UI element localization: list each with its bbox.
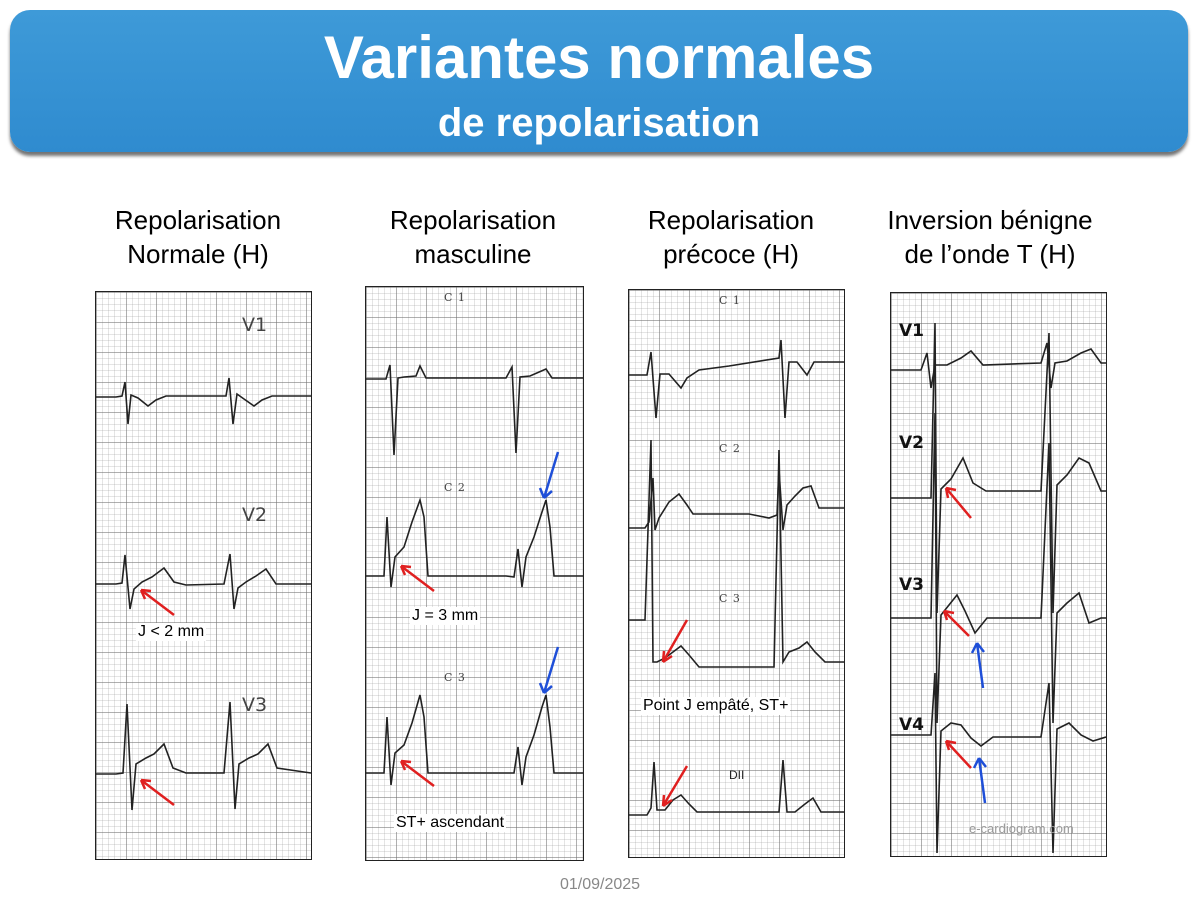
ecg-traces-normal	[96, 377, 311, 811]
ecg-trace-c3	[629, 439, 844, 668]
lead-label: C 1	[444, 291, 466, 304]
ecg-trace-v4	[891, 672, 1106, 854]
ecg-trace-v2	[96, 553, 311, 610]
ecg-trace-v1	[891, 342, 1106, 389]
ecg-traces-precoce	[629, 339, 844, 816]
ecg-traces-inversion	[891, 322, 1106, 854]
title-line-1: Variantes normales	[323, 24, 875, 91]
annotation-j-point: J < 2 mm	[136, 623, 207, 641]
heading-line: Repolarisation	[114, 205, 282, 235]
column-heading-inversion: Inversion bénigne de l’onde T (H)	[865, 203, 1115, 271]
heading-line: masculine	[414, 239, 532, 269]
lead-label: C 2	[719, 442, 741, 455]
lead-label: C 3	[719, 592, 741, 605]
footer-date: 01/09/2025	[559, 876, 641, 893]
lead-label: V1	[242, 314, 268, 336]
red-arrow	[139, 588, 175, 616]
ecg-panel-inversion: V1 V2 V3 V4 e-cardiogram.com	[890, 292, 1107, 857]
blue-arrow	[538, 451, 560, 499]
annotation-j-point: Point J empâté, ST+	[641, 697, 791, 715]
heading-line: Repolarisation	[389, 205, 557, 235]
blue-arrow	[970, 642, 985, 689]
lead-label: C 1	[719, 294, 741, 307]
red-arrow	[661, 619, 689, 664]
ecg-trace-c2	[366, 497, 583, 588]
heading-line: précoce (H)	[663, 239, 799, 269]
column-heading-precoce: Repolarisation précoce (H)	[606, 203, 856, 271]
red-arrow	[399, 564, 435, 592]
ecg-trace-v3	[96, 701, 311, 811]
red-arrow	[942, 609, 970, 637]
column-heading-masculine: Repolarisation masculine	[348, 203, 598, 271]
red-arrow	[661, 765, 689, 808]
title-banner: Variantes normales de repolarisation	[10, 10, 1188, 152]
lead-label: C 2	[444, 481, 466, 494]
ecg-panel-masculine: C 1 C 2 C 3 J = 3 mm ST+ ascendant	[365, 286, 584, 861]
ecg-trace-c1	[629, 339, 844, 419]
title-line-2: de repolarisation	[437, 101, 761, 145]
ecg-trace-dii	[629, 759, 844, 816]
red-arrow	[944, 739, 972, 769]
blue-arrow	[972, 757, 987, 804]
heading-line: Repolarisation	[647, 205, 815, 235]
lead-label: C 3	[444, 671, 466, 684]
ecg-trace-v1	[96, 377, 311, 425]
lead-label: V2	[899, 433, 924, 453]
heading-line: Inversion bénigne	[887, 205, 1093, 235]
lead-label: V4	[899, 715, 924, 735]
ecg-traces-masculine	[366, 364, 583, 787]
lead-label: DII	[729, 768, 745, 782]
ecg-trace-c2	[629, 469, 844, 531]
annotation-j-point: J = 3 mm	[410, 607, 481, 625]
ecg-trace-v2	[891, 322, 1106, 614]
ecg-trace-c1	[366, 364, 583, 456]
ecg-trace-c3	[366, 694, 583, 786]
red-arrow	[139, 778, 175, 806]
column-heading-normal: Repolarisation Normale (H)	[73, 203, 323, 271]
annotation-st-elevation: ST+ ascendant	[394, 814, 507, 832]
lead-label: V3	[899, 575, 924, 595]
ecg-panel-precoce: C 1 C 2 C 3 DII Point J empâté, ST+	[628, 289, 845, 858]
lead-label: V3	[242, 694, 268, 716]
watermark: e-cardiogram.com	[969, 821, 1074, 836]
lead-label: V1	[899, 321, 924, 341]
blue-arrow	[538, 646, 560, 694]
heading-line: de l’onde T (H)	[904, 239, 1076, 269]
red-arrow	[944, 486, 972, 519]
heading-line: Normale (H)	[127, 239, 269, 269]
lead-label: V2	[242, 504, 268, 526]
ecg-trace-v3	[891, 412, 1106, 724]
ecg-panel-normal: V1 V2 V3 J < 2 mm	[95, 291, 312, 860]
red-arrow	[399, 759, 435, 787]
